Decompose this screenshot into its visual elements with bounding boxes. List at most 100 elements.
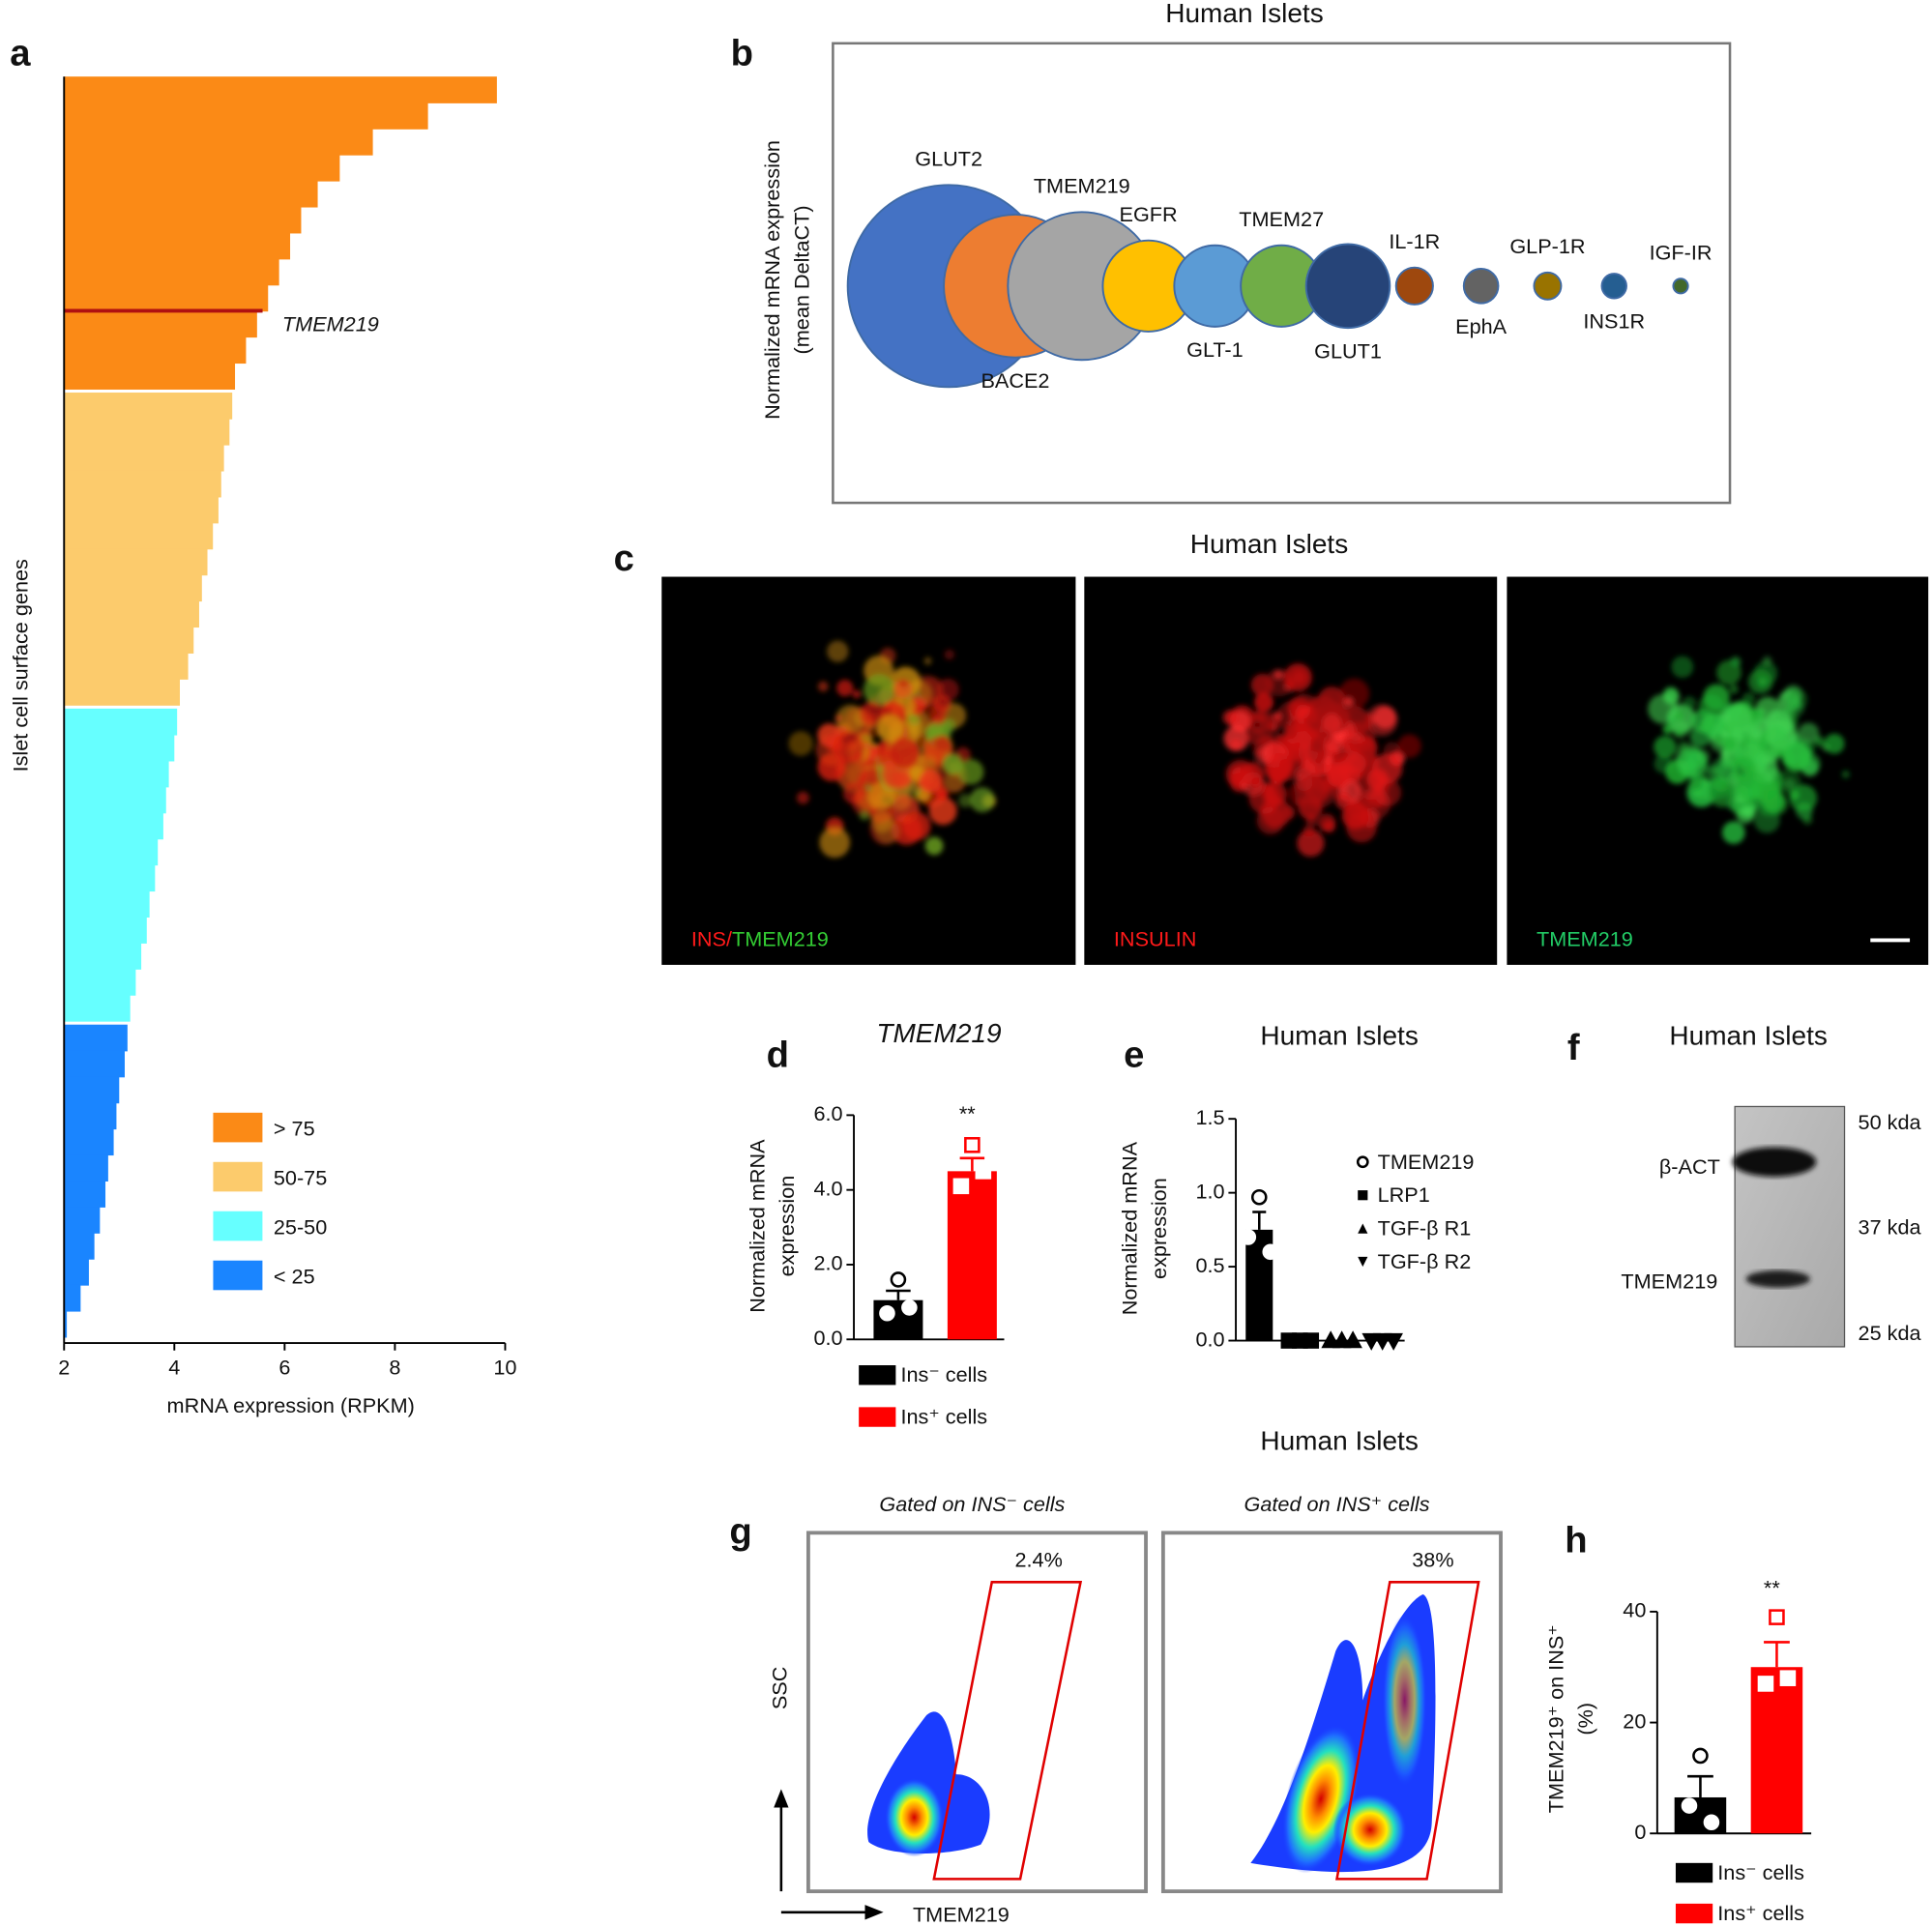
cell-blob [1713,734,1724,744]
bar [64,890,150,918]
bar [64,1154,108,1182]
micrograph-content [788,640,996,859]
cell-blob [1667,715,1677,725]
cell-blob [1742,805,1756,819]
caption-part: TMEM219 [1537,926,1633,950]
cell-blob [1341,802,1369,830]
cell-blob [944,649,955,660]
y-tick-label: 40 [1623,1598,1646,1622]
y-axis-label: Normalized mRNA [1117,1141,1141,1315]
cell-blob [1366,768,1389,791]
legend-swatch [213,1161,263,1192]
cell-blob [1700,713,1725,738]
legend-label: 25-50 [274,1214,327,1239]
legend-marker [1358,1223,1368,1234]
cell-blob [908,717,922,732]
data-point [1372,1332,1392,1351]
cell-blob [1293,743,1303,753]
cell-blob [1317,813,1336,832]
cell-blob [863,741,872,750]
cell-blob [1222,710,1239,725]
cell-blob [819,827,851,859]
image-caption: INS/TMEM219 [691,926,829,950]
data-point [952,1178,970,1195]
bar [64,574,202,602]
bar [64,969,136,996]
bar [64,734,175,762]
bar [64,1207,101,1234]
bar [64,154,340,182]
cell-blob [1706,765,1718,778]
density [1382,1614,1427,1787]
bar [64,653,189,680]
legend-marker [1358,1256,1368,1268]
panel-title: Human Islets [1669,1020,1827,1050]
y-tick-label: 0 [1634,1820,1646,1844]
panel-letter: c [614,538,634,579]
cell-blob [876,715,904,743]
data-point [1240,1229,1257,1245]
cell-blob [1271,753,1280,762]
cell-blob [1273,670,1283,680]
cell-blob [1343,696,1354,707]
bar [947,1171,997,1340]
data-point [1250,1188,1268,1206]
size-marker: 25 kda [1859,1321,1922,1345]
bar [64,864,156,892]
legend-label: < 25 [274,1264,315,1288]
cell-blob [836,680,854,697]
data-point [1361,1332,1382,1351]
cell-blob [867,760,877,769]
y-axis-label: expression [1147,1178,1171,1279]
bar [64,284,269,312]
cell-blob [919,770,943,794]
y-axis-label: Islet cell surface genes [9,559,33,772]
panel-title: Human Islets [1260,1020,1418,1050]
cell-blob [969,787,995,813]
cell-blob [1373,706,1397,729]
legend-label: 50-75 [274,1165,327,1189]
panel-letter: e [1124,1035,1144,1076]
y-tick-label: 1.0 [1195,1179,1224,1203]
cell-blob [1723,705,1753,735]
data-point [1769,1609,1785,1625]
cell-blob [928,797,957,826]
caption-part: INSULIN [1114,926,1196,950]
cell-blob [859,809,870,821]
density [1332,1793,1408,1867]
cell-blob [1223,725,1249,751]
y-axis-label: TMEM219⁺ on INS⁺ [1543,1624,1567,1813]
x-tick-label: 8 [389,1356,400,1380]
cell-blob [1294,775,1326,806]
gate [1335,1581,1480,1881]
gate [932,1581,1083,1881]
data-point [975,1163,992,1180]
panel-title: Human Islets [1190,529,1348,559]
cell-blob [924,836,944,856]
image-caption: TMEM219 [1537,926,1633,950]
bubble [1600,273,1627,300]
legend-marker [1358,1190,1368,1201]
cell-blob [1688,776,1703,791]
arrow-head [864,1905,884,1920]
bar [64,1310,68,1338]
cell-blob [1674,711,1684,720]
bar [64,1181,106,1208]
panel-letter: h [1565,1520,1587,1561]
cell-blob [942,753,963,774]
cell-blob [817,681,829,692]
bar [64,1102,117,1130]
cell-blob [859,702,884,726]
cell-blob [923,657,932,665]
y-axis-label: Normalized mRNA expression [760,140,784,420]
legend-marker [1356,1155,1369,1169]
legend-swatch [213,1112,263,1143]
bar [64,679,181,706]
cell-blob [1715,760,1738,782]
y-axis-label: expression [775,1176,799,1277]
y-tick-label: 0.0 [1195,1327,1224,1351]
x-tick-label: 6 [278,1356,290,1380]
panel-letter: a [10,33,31,74]
cell-blob [1259,713,1281,735]
